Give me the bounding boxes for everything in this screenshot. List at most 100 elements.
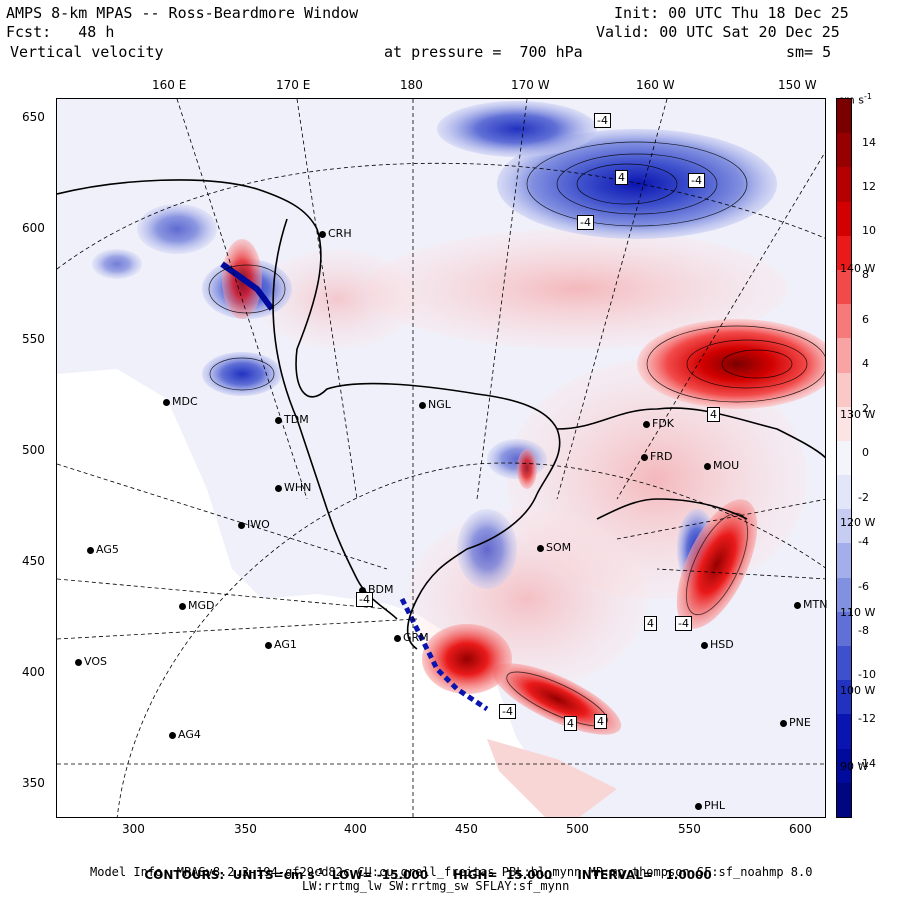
- colorbar-band: [837, 99, 851, 134]
- contour-label: -4: [688, 173, 705, 188]
- colorbar-tick: -4: [858, 535, 869, 548]
- map-panel[interactable]: [56, 98, 826, 818]
- side-lon-tick: 130 W: [840, 408, 876, 421]
- station-marker[interactable]: [701, 642, 708, 649]
- x-tick: 450: [455, 822, 478, 836]
- station-marker[interactable]: [275, 417, 282, 424]
- smoothing-label: sm= 5: [786, 43, 832, 61]
- station-label: WHN: [284, 481, 312, 494]
- top-lon-tick: 160 W: [636, 78, 675, 92]
- station-marker[interactable]: [169, 732, 176, 739]
- contour-label: -4: [356, 592, 373, 607]
- valid-time: Valid: 00 UTC Sat 20 Dec 25: [596, 23, 840, 41]
- colorbar-tick: -8: [858, 624, 869, 637]
- colorbar-band: [837, 577, 851, 613]
- station-marker[interactable]: [275, 485, 282, 492]
- station-marker[interactable]: [265, 642, 272, 649]
- colorbar-tick: 2: [862, 402, 869, 415]
- top-lon-tick: 180: [400, 78, 423, 92]
- colorbar-band: [837, 440, 851, 476]
- contour-label: 4: [564, 716, 577, 731]
- station-marker[interactable]: [319, 231, 326, 238]
- colorbar-band: [837, 475, 851, 510]
- model-info-physics: LW:rrtmg_lw SW:rrtmg_sw SFLAY:sf_mynn: [302, 879, 570, 893]
- colorbar-band: [837, 406, 851, 442]
- y-tick: 400: [22, 665, 45, 679]
- station-label: AG5: [96, 543, 119, 556]
- station-marker[interactable]: [537, 545, 544, 552]
- side-lon-tick: 90 W: [840, 760, 869, 773]
- station-label: FRD: [650, 450, 673, 463]
- contour-label: 4: [594, 714, 607, 729]
- station-marker[interactable]: [794, 602, 801, 609]
- station-label: MDC: [172, 395, 198, 408]
- x-tick: 550: [678, 822, 701, 836]
- station-marker[interactable]: [419, 402, 426, 409]
- station-marker[interactable]: [238, 522, 245, 529]
- colorbar-tick: -6: [858, 580, 869, 593]
- station-label: IWO: [247, 518, 270, 531]
- colorbar-band: [837, 269, 851, 305]
- colorbar-band: [837, 646, 851, 681]
- top-lon-tick: 170 W: [511, 78, 550, 92]
- contour-info: CONTOURS: UNITS=cm s-1 LOW= -15.000 HIGH…: [144, 867, 712, 882]
- x-tick: 400: [344, 822, 367, 836]
- colorbar-tick: 8: [862, 268, 869, 281]
- station-label: PNE: [789, 716, 811, 729]
- colorbar-band: [837, 235, 851, 271]
- station-marker[interactable]: [163, 399, 170, 406]
- station-marker[interactable]: [179, 603, 186, 610]
- y-tick: 500: [22, 443, 45, 457]
- colorbar-tick: 10: [862, 224, 876, 237]
- colorbar-band: [837, 304, 851, 339]
- colorbar-band: [837, 680, 851, 715]
- coastline: [57, 179, 825, 650]
- station-label: BDM: [368, 583, 394, 596]
- colorbar-band: [837, 714, 851, 750]
- contour-label: -4: [577, 215, 594, 230]
- colorbar-band: [837, 372, 851, 408]
- contour-label: 4: [615, 170, 628, 185]
- colorbar-tick: 12: [862, 180, 876, 193]
- x-tick: 300: [122, 822, 145, 836]
- station-marker[interactable]: [643, 421, 650, 428]
- station-label: VOS: [84, 655, 107, 668]
- station-label: CRH: [328, 227, 352, 240]
- y-tick: 350: [22, 776, 45, 790]
- station-marker[interactable]: [359, 587, 366, 594]
- contour-label: 4: [707, 407, 720, 422]
- colorbar-band: [837, 543, 851, 579]
- colorbar-tick: 0: [862, 446, 869, 459]
- side-lon-tick: 100 W: [840, 684, 876, 697]
- station-label: MGD: [188, 599, 215, 612]
- colorbar-tick: 6: [862, 313, 869, 326]
- y-tick: 550: [22, 332, 45, 346]
- station-marker[interactable]: [75, 659, 82, 666]
- x-tick: 500: [566, 822, 589, 836]
- colorbar-tick: 14: [862, 136, 876, 149]
- station-marker[interactable]: [87, 547, 94, 554]
- station-marker[interactable]: [695, 803, 702, 810]
- field-name: Vertical velocity: [10, 43, 164, 61]
- station-marker[interactable]: [394, 635, 401, 642]
- model-info: Model Info: MPASv8.2.3-194-gf29cd82c CU:…: [90, 865, 813, 879]
- forecast-hour: Fcst: 48 h: [6, 23, 115, 41]
- colorbar-band: [837, 201, 851, 237]
- x-tick: 350: [234, 822, 257, 836]
- updraft-core-northeast: [637, 319, 825, 409]
- station-label: MTN: [803, 598, 828, 611]
- station-label: FDK: [652, 417, 675, 430]
- graticule: [57, 99, 825, 817]
- colorbar: [836, 98, 852, 818]
- station-label: AG4: [178, 728, 201, 741]
- x-tick: 600: [789, 822, 812, 836]
- station-marker[interactable]: [780, 720, 787, 727]
- station-marker[interactable]: [641, 454, 648, 461]
- contour-label: -4: [594, 113, 611, 128]
- colorbar-tick: -10: [858, 668, 876, 681]
- side-lon-tick: 110 W: [840, 606, 876, 619]
- station-marker[interactable]: [704, 463, 711, 470]
- side-lon-tick: 120 W: [840, 516, 876, 529]
- colorbar-tick: -14: [858, 757, 876, 770]
- contour-label: 4: [644, 616, 657, 631]
